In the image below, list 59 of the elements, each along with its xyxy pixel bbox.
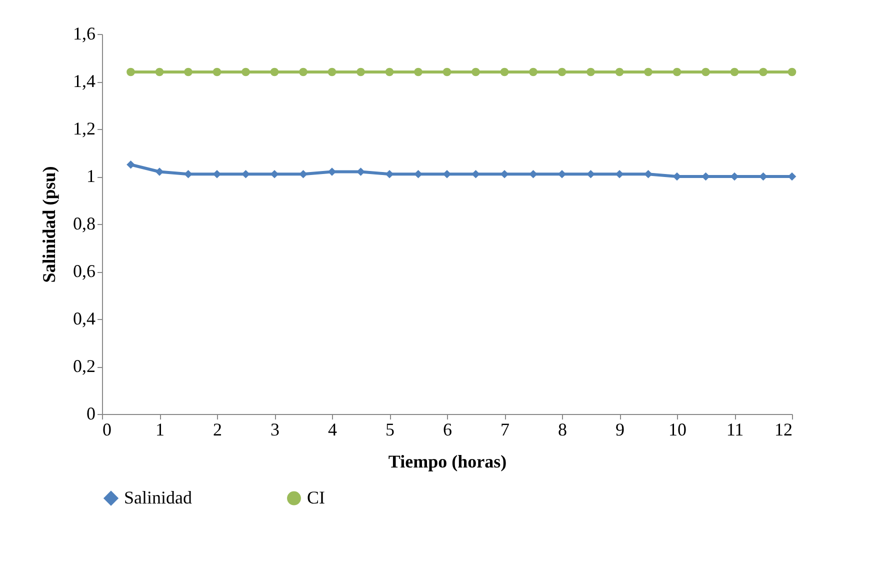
point: [184, 170, 192, 178]
point: [644, 170, 652, 178]
point: [615, 68, 624, 76]
x-tick-label: 1: [156, 420, 164, 440]
y-tick-label: 1,2: [73, 118, 96, 138]
point: [212, 68, 222, 76]
y-tick-label: 1: [86, 166, 96, 186]
point: [299, 68, 308, 76]
point: [155, 68, 164, 76]
point: [788, 68, 796, 76]
legend-label: Salinidad: [124, 487, 192, 508]
point: [529, 68, 538, 76]
point: [126, 68, 135, 76]
x-tick-label: 2: [213, 420, 222, 440]
x-tick-label: 5: [386, 420, 394, 440]
point: [586, 68, 595, 76]
point: [356, 68, 365, 76]
y-tick-label: 0: [86, 404, 96, 424]
x-tick-label: 0: [102, 420, 112, 440]
x-tick-label: 4: [328, 420, 337, 440]
x-tick-label: 10: [668, 420, 686, 440]
point: [586, 170, 595, 178]
point: [242, 68, 250, 76]
point: [759, 68, 768, 76]
y-tick-label: 0,4: [73, 308, 96, 328]
point: [672, 68, 682, 76]
x-axis-title: Tiempo (horas): [388, 452, 507, 472]
y-tick-label: 0,8: [73, 214, 96, 234]
y-axis-title: Salinidad (psu): [39, 166, 59, 283]
point: [299, 170, 308, 178]
point: [184, 68, 192, 76]
point: [414, 170, 422, 178]
point: [385, 68, 394, 76]
point: [558, 68, 566, 76]
x-tick-label: 6: [443, 420, 452, 440]
point: [500, 68, 509, 76]
x-tick-label: 7: [500, 420, 510, 440]
point: [472, 68, 480, 76]
point: [702, 68, 710, 76]
legend-label: CI: [307, 487, 326, 508]
point: [529, 170, 538, 178]
point: [644, 68, 652, 76]
point: [270, 68, 279, 76]
point: [328, 68, 336, 76]
y-tick-label: 1,4: [73, 71, 96, 91]
x-tick-label: 11: [726, 420, 744, 440]
point: [472, 170, 480, 178]
y-tick-label: 0,6: [73, 261, 96, 281]
point: [730, 68, 739, 76]
y-tick-label: 1,6: [73, 24, 96, 44]
point: [442, 68, 452, 76]
x-tick-label: 9: [616, 420, 624, 440]
x-tick-label: 3: [270, 420, 280, 440]
x-tick-label: 12: [774, 420, 792, 440]
x-tick-label: 8: [558, 420, 567, 440]
point: [414, 68, 422, 76]
point: [126, 160, 135, 169]
y-tick-label: 0,2: [73, 356, 96, 376]
point: [242, 170, 250, 178]
